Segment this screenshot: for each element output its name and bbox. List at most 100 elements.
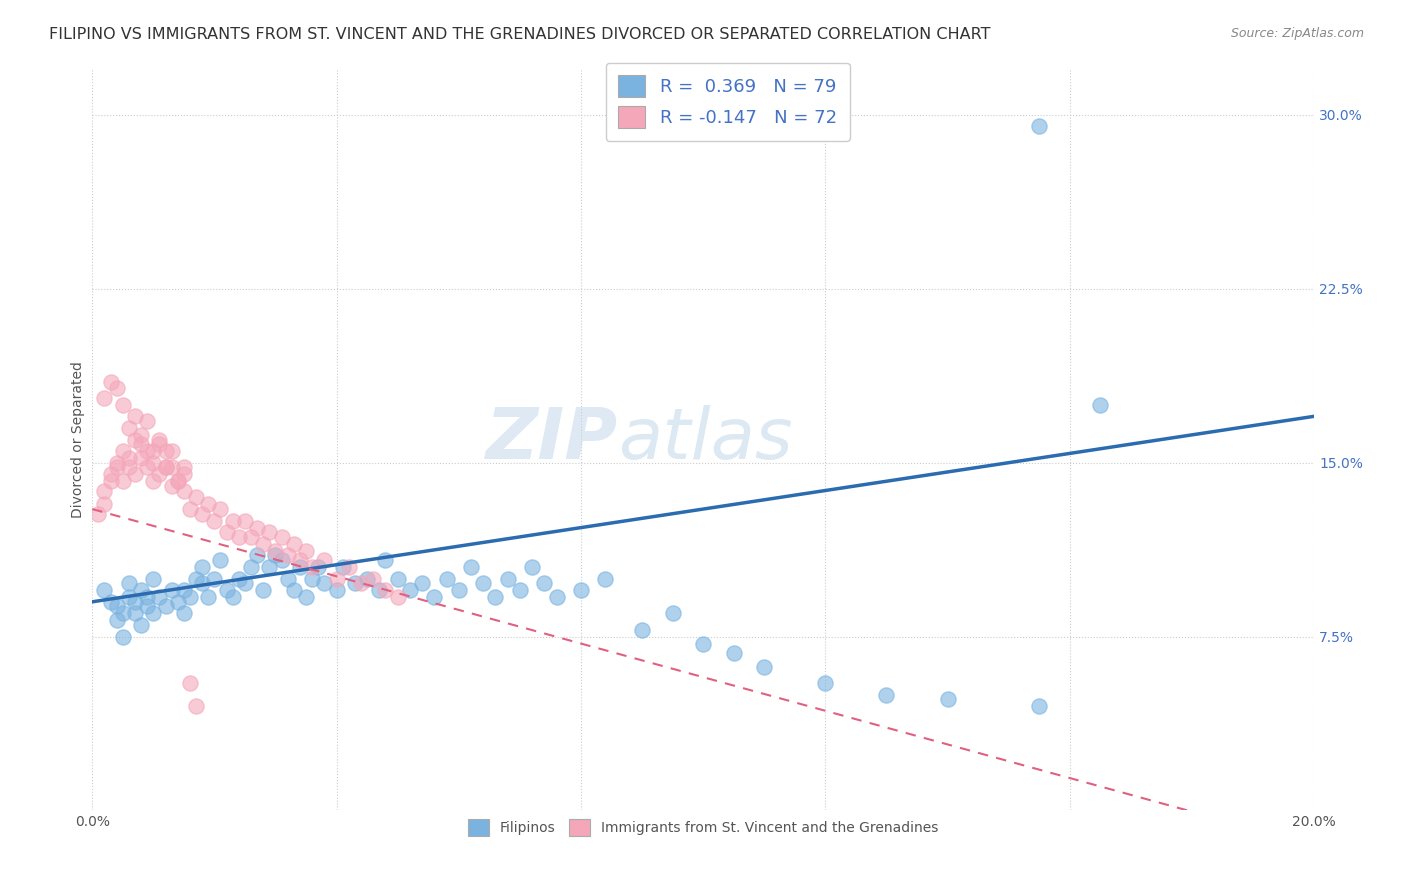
Y-axis label: Divorced or Separated: Divorced or Separated bbox=[72, 361, 86, 518]
Point bbox=[631, 623, 654, 637]
Point bbox=[259, 525, 281, 540]
Point bbox=[184, 572, 207, 586]
Point bbox=[301, 560, 323, 574]
Point bbox=[136, 590, 159, 604]
Point bbox=[484, 590, 506, 604]
Point bbox=[314, 576, 336, 591]
Point bbox=[283, 537, 305, 551]
Point bbox=[337, 560, 360, 574]
Point bbox=[111, 475, 134, 489]
Point bbox=[259, 560, 281, 574]
Point bbox=[314, 553, 336, 567]
Point bbox=[270, 553, 292, 567]
Point bbox=[1090, 398, 1112, 412]
Point bbox=[496, 572, 519, 586]
Point bbox=[160, 583, 183, 598]
Point bbox=[111, 630, 134, 644]
Point bbox=[179, 590, 201, 604]
Point bbox=[129, 451, 152, 466]
Point bbox=[148, 433, 170, 447]
Point bbox=[368, 583, 391, 598]
Point bbox=[148, 467, 170, 482]
Point bbox=[100, 475, 122, 489]
Point bbox=[361, 572, 384, 586]
Point bbox=[105, 460, 128, 475]
Point bbox=[723, 646, 745, 660]
Point bbox=[160, 444, 183, 458]
Point bbox=[277, 572, 299, 586]
Point bbox=[233, 514, 256, 528]
Point bbox=[111, 444, 134, 458]
Point bbox=[246, 549, 269, 563]
Point bbox=[136, 460, 159, 475]
Point bbox=[136, 599, 159, 614]
Point bbox=[754, 659, 776, 673]
Point bbox=[173, 460, 195, 475]
Point bbox=[264, 543, 287, 558]
Point bbox=[118, 590, 141, 604]
Point bbox=[936, 692, 959, 706]
Point bbox=[118, 576, 141, 591]
Point bbox=[105, 613, 128, 627]
Point bbox=[155, 460, 177, 475]
Point bbox=[814, 676, 837, 690]
Point bbox=[374, 583, 396, 598]
Point bbox=[202, 572, 225, 586]
Point bbox=[87, 507, 110, 521]
Point bbox=[460, 560, 482, 574]
Text: atlas: atlas bbox=[617, 405, 792, 474]
Legend: Filipinos, Immigrants from St. Vincent and the Grenadines: Filipinos, Immigrants from St. Vincent a… bbox=[460, 811, 948, 845]
Point bbox=[166, 475, 188, 489]
Point bbox=[228, 530, 250, 544]
Point bbox=[93, 391, 115, 405]
Point bbox=[270, 530, 292, 544]
Point bbox=[118, 451, 141, 466]
Point bbox=[661, 607, 683, 621]
Point bbox=[93, 483, 115, 498]
Point bbox=[520, 560, 543, 574]
Point bbox=[264, 549, 287, 563]
Point bbox=[142, 475, 165, 489]
Point bbox=[447, 583, 470, 598]
Point bbox=[100, 467, 122, 482]
Point bbox=[283, 583, 305, 598]
Point bbox=[436, 572, 458, 586]
Point bbox=[325, 583, 347, 598]
Point bbox=[288, 553, 311, 567]
Point bbox=[173, 607, 195, 621]
Point bbox=[595, 572, 617, 586]
Point bbox=[191, 576, 214, 591]
Point bbox=[111, 398, 134, 412]
Point bbox=[129, 437, 152, 451]
Point bbox=[411, 576, 433, 591]
Point bbox=[124, 607, 146, 621]
Point bbox=[136, 414, 159, 428]
Point bbox=[546, 590, 568, 604]
Point bbox=[129, 428, 152, 442]
Point bbox=[202, 514, 225, 528]
Point bbox=[155, 444, 177, 458]
Point bbox=[148, 437, 170, 451]
Point bbox=[155, 460, 177, 475]
Point bbox=[240, 530, 263, 544]
Point bbox=[325, 572, 347, 586]
Point bbox=[569, 583, 592, 598]
Point bbox=[148, 590, 170, 604]
Point bbox=[399, 583, 422, 598]
Point bbox=[155, 599, 177, 614]
Point bbox=[124, 433, 146, 447]
Point bbox=[295, 543, 318, 558]
Point bbox=[124, 595, 146, 609]
Point bbox=[142, 444, 165, 458]
Point bbox=[142, 607, 165, 621]
Point bbox=[105, 599, 128, 614]
Point bbox=[240, 560, 263, 574]
Point bbox=[215, 583, 238, 598]
Point bbox=[692, 636, 714, 650]
Point bbox=[129, 618, 152, 632]
Point bbox=[301, 572, 323, 586]
Point bbox=[1028, 120, 1050, 134]
Point bbox=[472, 576, 495, 591]
Point bbox=[179, 676, 201, 690]
Point bbox=[356, 572, 378, 586]
